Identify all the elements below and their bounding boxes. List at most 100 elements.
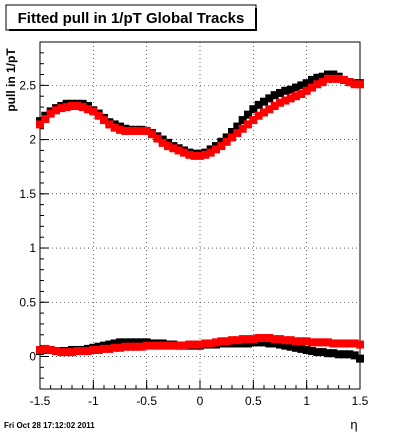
title-box-shadow-right xyxy=(255,8,257,31)
data-point xyxy=(260,97,268,106)
data-point xyxy=(329,70,338,79)
y-axis-label: pull in 1/pT xyxy=(4,48,18,112)
data-point xyxy=(137,126,146,135)
data-point xyxy=(265,105,274,114)
data-point xyxy=(137,338,146,347)
data-point xyxy=(121,342,130,351)
data-point xyxy=(121,126,130,135)
data-point xyxy=(57,348,66,357)
x-tick-label: 1 xyxy=(303,394,310,408)
data-point xyxy=(84,347,92,356)
data-point xyxy=(190,151,199,160)
data-point xyxy=(233,122,242,131)
data-point xyxy=(345,339,354,348)
data-point xyxy=(180,341,188,350)
data-point xyxy=(137,342,146,351)
data-point xyxy=(302,86,311,95)
data-point xyxy=(281,86,290,95)
data-point xyxy=(340,350,348,359)
data-point xyxy=(132,126,140,135)
data-point xyxy=(254,111,263,120)
data-point xyxy=(222,137,231,146)
data-point xyxy=(260,334,268,343)
data-point xyxy=(281,96,290,105)
data-point xyxy=(244,335,252,344)
data-point xyxy=(180,148,188,157)
data-point xyxy=(217,337,226,346)
data-point xyxy=(57,104,66,113)
y-tick-label: 2.5 xyxy=(19,78,36,92)
data-point xyxy=(52,106,60,115)
data-point xyxy=(238,124,247,133)
data-point xyxy=(265,339,274,348)
data-point xyxy=(110,123,119,132)
data-point xyxy=(46,109,55,118)
data-point xyxy=(270,91,279,100)
data-point xyxy=(270,339,279,348)
data-point xyxy=(281,341,290,350)
data-point xyxy=(105,120,114,129)
data-point xyxy=(308,83,316,92)
data-point xyxy=(41,344,50,353)
data-point xyxy=(94,111,103,120)
data-point xyxy=(164,142,172,151)
data-point xyxy=(169,144,178,153)
data-point xyxy=(324,74,332,83)
data-point xyxy=(116,343,124,352)
data-point xyxy=(308,347,316,356)
data-point xyxy=(212,145,220,154)
data-point xyxy=(78,347,87,356)
data-point xyxy=(324,70,332,79)
data-point xyxy=(270,101,279,110)
chart-title: Fitted pull in 1/pT Global Tracks xyxy=(18,10,245,27)
data-point xyxy=(142,341,151,350)
data-point xyxy=(292,83,300,92)
data-point xyxy=(249,116,258,125)
data-point xyxy=(126,342,135,351)
data-point xyxy=(334,339,343,348)
x-tick-label: 1.5 xyxy=(352,394,369,408)
data-point xyxy=(73,347,82,356)
x-tick-label: 0 xyxy=(197,394,204,408)
data-point xyxy=(148,341,156,350)
data-point xyxy=(313,73,322,82)
data-point xyxy=(46,345,55,354)
data-point xyxy=(345,78,354,87)
data-point xyxy=(121,338,130,347)
series-3 xyxy=(36,334,364,357)
data-point xyxy=(89,107,98,116)
data-point xyxy=(334,350,343,359)
data-point xyxy=(286,336,295,345)
data-point xyxy=(297,81,306,90)
data-point xyxy=(270,335,279,344)
data-point xyxy=(110,343,119,352)
data-point xyxy=(350,80,359,89)
data-point xyxy=(254,334,263,343)
data-point xyxy=(100,344,108,353)
y-tick-label: 2 xyxy=(29,133,36,147)
data-point xyxy=(329,339,338,348)
data-point xyxy=(196,340,204,349)
data-point xyxy=(190,340,199,349)
data-point xyxy=(41,114,50,123)
data-point xyxy=(116,338,124,347)
tick-label-layer: -1.5 -1 -0.5 0 0.5 1 1.5 0 0.5 1 1.5 2 2.5 xyxy=(19,78,368,408)
data-point xyxy=(276,98,284,107)
data-point xyxy=(94,345,103,354)
data-point xyxy=(174,341,183,350)
tick-layer xyxy=(39,41,361,389)
y-tick-label: 1.5 xyxy=(19,187,36,201)
data-point xyxy=(292,337,300,346)
data-point xyxy=(244,339,252,348)
data-point xyxy=(356,80,364,89)
data-point xyxy=(206,339,215,348)
data-point xyxy=(126,338,135,347)
data-point xyxy=(36,345,44,354)
data-point xyxy=(350,351,359,360)
data-point xyxy=(233,129,242,138)
data-point xyxy=(244,120,252,129)
data-point xyxy=(313,80,322,89)
